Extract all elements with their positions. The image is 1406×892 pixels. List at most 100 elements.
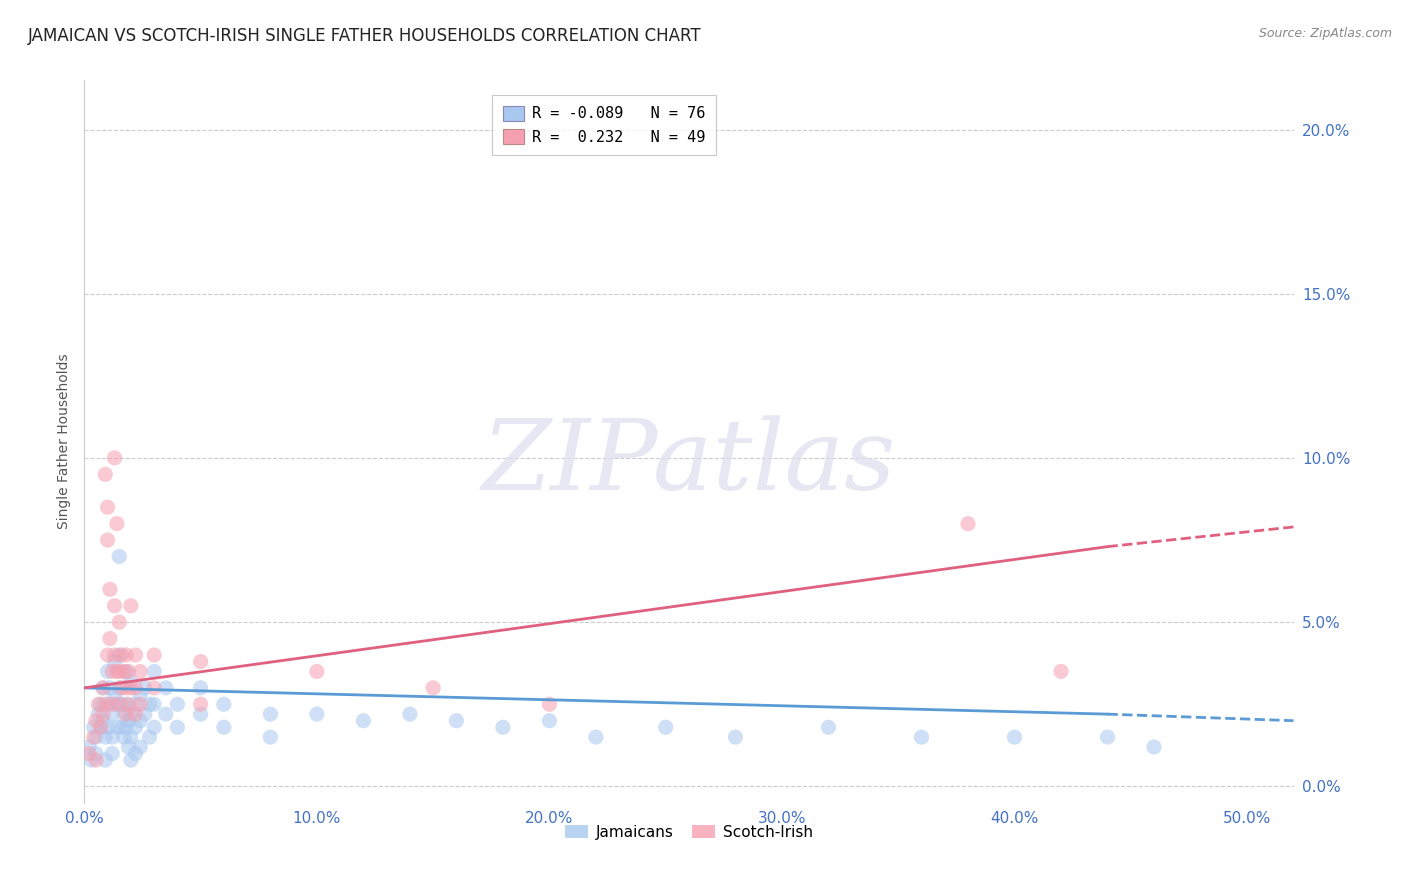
Point	[87, 707, 110, 722]
Point	[97, 500, 120, 515]
Point	[97, 720, 120, 734]
Point	[129, 698, 152, 712]
Point	[138, 698, 160, 712]
Point	[110, 681, 132, 695]
Point	[190, 655, 212, 669]
Point	[84, 730, 107, 744]
Point	[538, 714, 561, 728]
Point	[101, 707, 124, 722]
Point	[190, 681, 212, 695]
Point	[956, 516, 979, 531]
Point	[104, 648, 127, 662]
Point	[108, 698, 131, 712]
Point	[212, 698, 235, 712]
Point	[91, 714, 114, 728]
Point	[84, 753, 107, 767]
Point	[166, 720, 188, 734]
Point	[120, 674, 142, 689]
Point	[190, 707, 212, 722]
Point	[166, 698, 188, 712]
Point	[90, 720, 112, 734]
Legend: Jamaicans, Scotch-Irish: Jamaicans, Scotch-Irish	[560, 819, 818, 846]
Point	[98, 681, 121, 695]
Point	[87, 698, 110, 712]
Point	[110, 720, 132, 734]
Point	[190, 698, 212, 712]
Point	[84, 714, 107, 728]
Point	[120, 681, 142, 695]
Point	[1143, 739, 1166, 754]
Point	[259, 730, 281, 744]
Point	[129, 687, 152, 701]
Point	[124, 648, 146, 662]
Point	[129, 739, 152, 754]
Point	[585, 730, 607, 744]
Point	[90, 698, 112, 712]
Text: JAMAICAN VS SCOTCH-IRISH SINGLE FATHER HOUSEHOLDS CORRELATION CHART: JAMAICAN VS SCOTCH-IRISH SINGLE FATHER H…	[28, 27, 702, 45]
Point	[83, 730, 105, 744]
Point	[112, 665, 135, 679]
Point	[91, 707, 114, 722]
Point	[120, 599, 142, 613]
Point	[104, 655, 127, 669]
Point	[105, 698, 128, 712]
Point	[117, 714, 139, 728]
Text: Source: ZipAtlas.com: Source: ZipAtlas.com	[1258, 27, 1392, 40]
Point	[817, 720, 839, 734]
Point	[115, 720, 138, 734]
Point	[259, 707, 281, 722]
Point	[143, 698, 166, 712]
Point	[101, 698, 124, 712]
Point	[108, 648, 131, 662]
Point	[101, 665, 124, 679]
Point	[115, 707, 138, 722]
Point	[94, 753, 117, 767]
Point	[98, 632, 121, 646]
Point	[98, 582, 121, 597]
Point	[155, 707, 177, 722]
Point	[399, 707, 422, 722]
Point	[105, 720, 128, 734]
Point	[446, 714, 468, 728]
Point	[492, 720, 515, 734]
Point	[97, 533, 120, 547]
Text: ZIPatlas: ZIPatlas	[482, 416, 896, 511]
Point	[90, 720, 112, 734]
Point	[108, 665, 131, 679]
Point	[352, 714, 374, 728]
Point	[910, 730, 932, 744]
Point	[129, 665, 152, 679]
Point	[94, 730, 117, 744]
Point	[124, 747, 146, 761]
Point	[1004, 730, 1026, 744]
Point	[94, 467, 117, 482]
Point	[104, 599, 127, 613]
Point	[115, 665, 138, 679]
Point	[101, 730, 124, 744]
Point	[120, 730, 142, 744]
Point	[91, 681, 114, 695]
Point	[538, 698, 561, 712]
Point	[94, 698, 117, 712]
Point	[115, 698, 138, 712]
Point	[305, 665, 328, 679]
Point	[83, 720, 105, 734]
Point	[112, 707, 135, 722]
Point	[724, 730, 747, 744]
Point	[80, 753, 103, 767]
Point	[143, 720, 166, 734]
Point	[105, 665, 128, 679]
Point	[124, 707, 146, 722]
Point	[97, 698, 120, 712]
Point	[108, 615, 131, 630]
Point	[212, 720, 235, 734]
Point	[305, 707, 328, 722]
Point	[124, 681, 146, 695]
Point	[143, 648, 166, 662]
Point	[77, 739, 100, 754]
Point	[143, 681, 166, 695]
Point	[120, 707, 142, 722]
Point	[134, 707, 156, 722]
Point	[108, 681, 131, 695]
Point	[138, 730, 160, 744]
